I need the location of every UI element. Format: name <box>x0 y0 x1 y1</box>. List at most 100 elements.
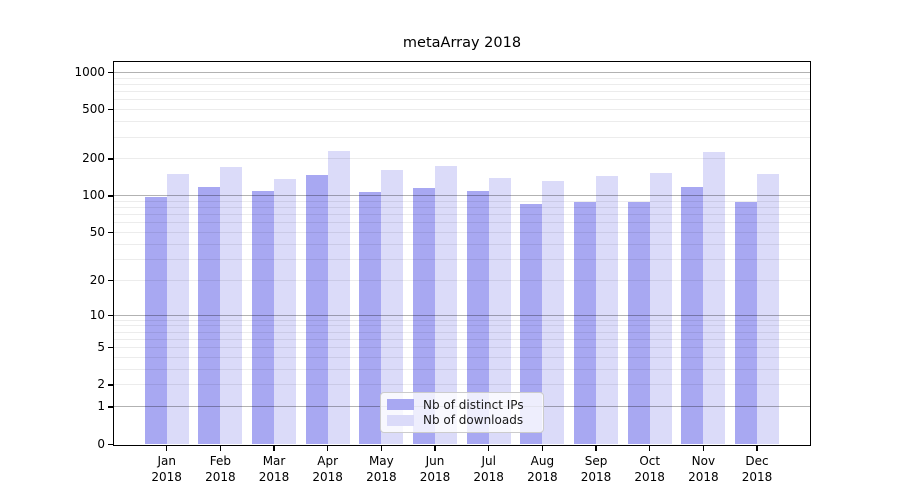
bar-downloads <box>381 170 404 445</box>
y-tick-label: 1000 <box>74 64 105 79</box>
gridline <box>114 347 810 349</box>
bar-downloads <box>166 173 189 445</box>
y-tick <box>107 158 113 160</box>
gridline <box>114 91 810 93</box>
x-tick <box>702 445 704 451</box>
x-tick <box>273 445 275 451</box>
gridline <box>114 109 810 111</box>
bar-downloads <box>327 150 350 445</box>
y-tick <box>107 314 113 316</box>
bar-distinct-ips <box>413 188 436 445</box>
x-tick-label: Sep 2018 <box>580 453 612 484</box>
x-tick-label: Apr 2018 <box>312 453 343 484</box>
x-tick-label: Aug 2018 <box>527 453 558 484</box>
x-tick <box>541 445 543 451</box>
bar-distinct-ips <box>627 202 650 445</box>
gridline <box>114 232 810 234</box>
y-tick-label: 50 <box>89 225 105 240</box>
y-tick <box>107 443 113 445</box>
x-tick-label: Jan 2018 <box>151 453 182 484</box>
gridline <box>114 207 810 209</box>
bar-distinct-ips <box>681 186 704 445</box>
x-tick-label: Mar 2018 <box>258 453 290 484</box>
y-tick <box>107 406 113 408</box>
bar-distinct-ips <box>466 191 489 445</box>
top-spine <box>112 60 812 62</box>
y-tick-label: 1 <box>97 399 105 414</box>
gridline <box>114 71 810 73</box>
bar-downloads <box>703 152 726 445</box>
y-tick-label: 10 <box>89 307 105 322</box>
gridline <box>114 314 810 316</box>
bar-distinct-ips <box>305 174 328 445</box>
bar-distinct-ips <box>735 202 758 445</box>
x-tick <box>166 445 168 451</box>
gridline <box>114 195 810 197</box>
gridline <box>114 222 810 224</box>
x-tick <box>595 445 597 451</box>
gridline <box>114 338 810 340</box>
x-tick-label: Feb 2018 <box>205 453 236 484</box>
chart-title: metaArray 2018 <box>402 35 522 51</box>
y-tick <box>107 279 113 282</box>
gridline <box>114 384 810 386</box>
gridline <box>114 368 810 370</box>
y-tick-label: 500 <box>82 102 105 117</box>
gridline <box>114 243 810 245</box>
bar-downloads <box>757 173 780 445</box>
gridline <box>114 200 810 202</box>
y-tick-label: 100 <box>82 188 105 203</box>
gridline <box>114 319 810 321</box>
gridline <box>114 325 810 327</box>
x-tick <box>756 445 758 451</box>
gridline <box>114 279 810 281</box>
x-tick-label: Dec 2018 <box>741 453 773 484</box>
legend-label: Nb of downloads <box>423 413 524 428</box>
bar-downloads <box>542 180 565 445</box>
x-tick <box>380 445 382 451</box>
bar-distinct-ips <box>198 186 221 445</box>
legend-label: Nb of distinct IPs <box>423 397 524 412</box>
y-tick <box>107 384 113 386</box>
bar-downloads <box>274 179 297 445</box>
legend-item: Nb of distinct IPs <box>387 398 535 412</box>
x-tick-label: Jun 2018 <box>419 453 451 484</box>
y-tick <box>107 347 113 349</box>
bar-downloads <box>596 175 619 445</box>
y-tick <box>107 195 113 197</box>
x-tick-label: Jul 2018 <box>473 453 504 484</box>
bar-downloads <box>435 166 458 445</box>
gridline <box>114 258 810 260</box>
gridline <box>114 99 810 101</box>
legend-item: Nb of downloads <box>387 413 535 427</box>
y-tick <box>107 71 113 74</box>
gridline <box>114 136 810 138</box>
y-tick <box>107 109 113 111</box>
x-tick-label: Nov 2018 <box>688 453 719 484</box>
right-spine <box>810 60 812 446</box>
y-tick-label: 5 <box>97 340 105 355</box>
y-tick-label: 0 <box>97 436 105 451</box>
y-tick-label: 2 <box>97 377 105 392</box>
x-tick <box>219 445 221 451</box>
bar-distinct-ips <box>252 191 275 445</box>
x-tick-label: Oct 2018 <box>634 453 665 484</box>
y-tick-label: 200 <box>82 151 105 166</box>
legend: Nb of distinct IPs Nb of downloads <box>380 392 544 433</box>
x-tick <box>327 445 329 451</box>
bar-distinct-ips <box>144 197 167 445</box>
legend-swatch-downloads <box>387 414 414 426</box>
bar-distinct-ips <box>574 202 597 445</box>
gridline <box>114 158 810 160</box>
gridline <box>114 83 810 85</box>
bar-distinct-ips <box>520 203 543 445</box>
x-tick <box>649 445 651 451</box>
x-tick <box>434 445 436 451</box>
y-tick <box>107 232 113 234</box>
left-spine <box>112 60 114 446</box>
gridline <box>114 77 810 79</box>
